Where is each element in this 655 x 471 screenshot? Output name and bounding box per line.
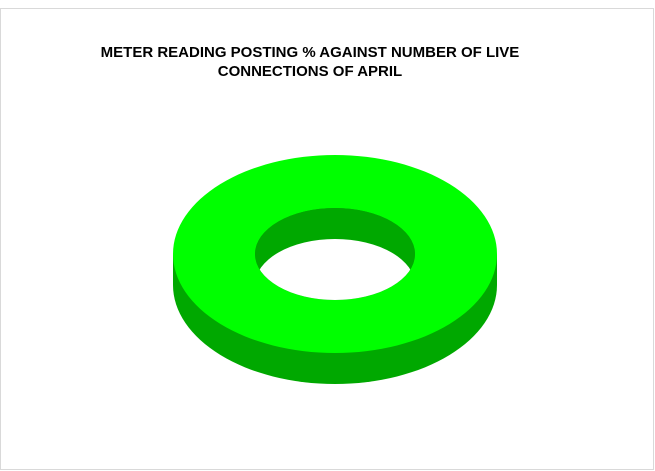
chart-title-line-1: METER READING POSTING % AGAINST NUMBER O… bbox=[100, 44, 520, 61]
donut-slice-0 bbox=[173, 155, 497, 353]
chart-title-line-2: CONNECTIONS OF APRIL bbox=[217, 63, 403, 80]
chart-title: METER READING POSTING % AGAINST NUMBER O… bbox=[0, 43, 620, 81]
donut-hole bbox=[255, 239, 415, 300]
